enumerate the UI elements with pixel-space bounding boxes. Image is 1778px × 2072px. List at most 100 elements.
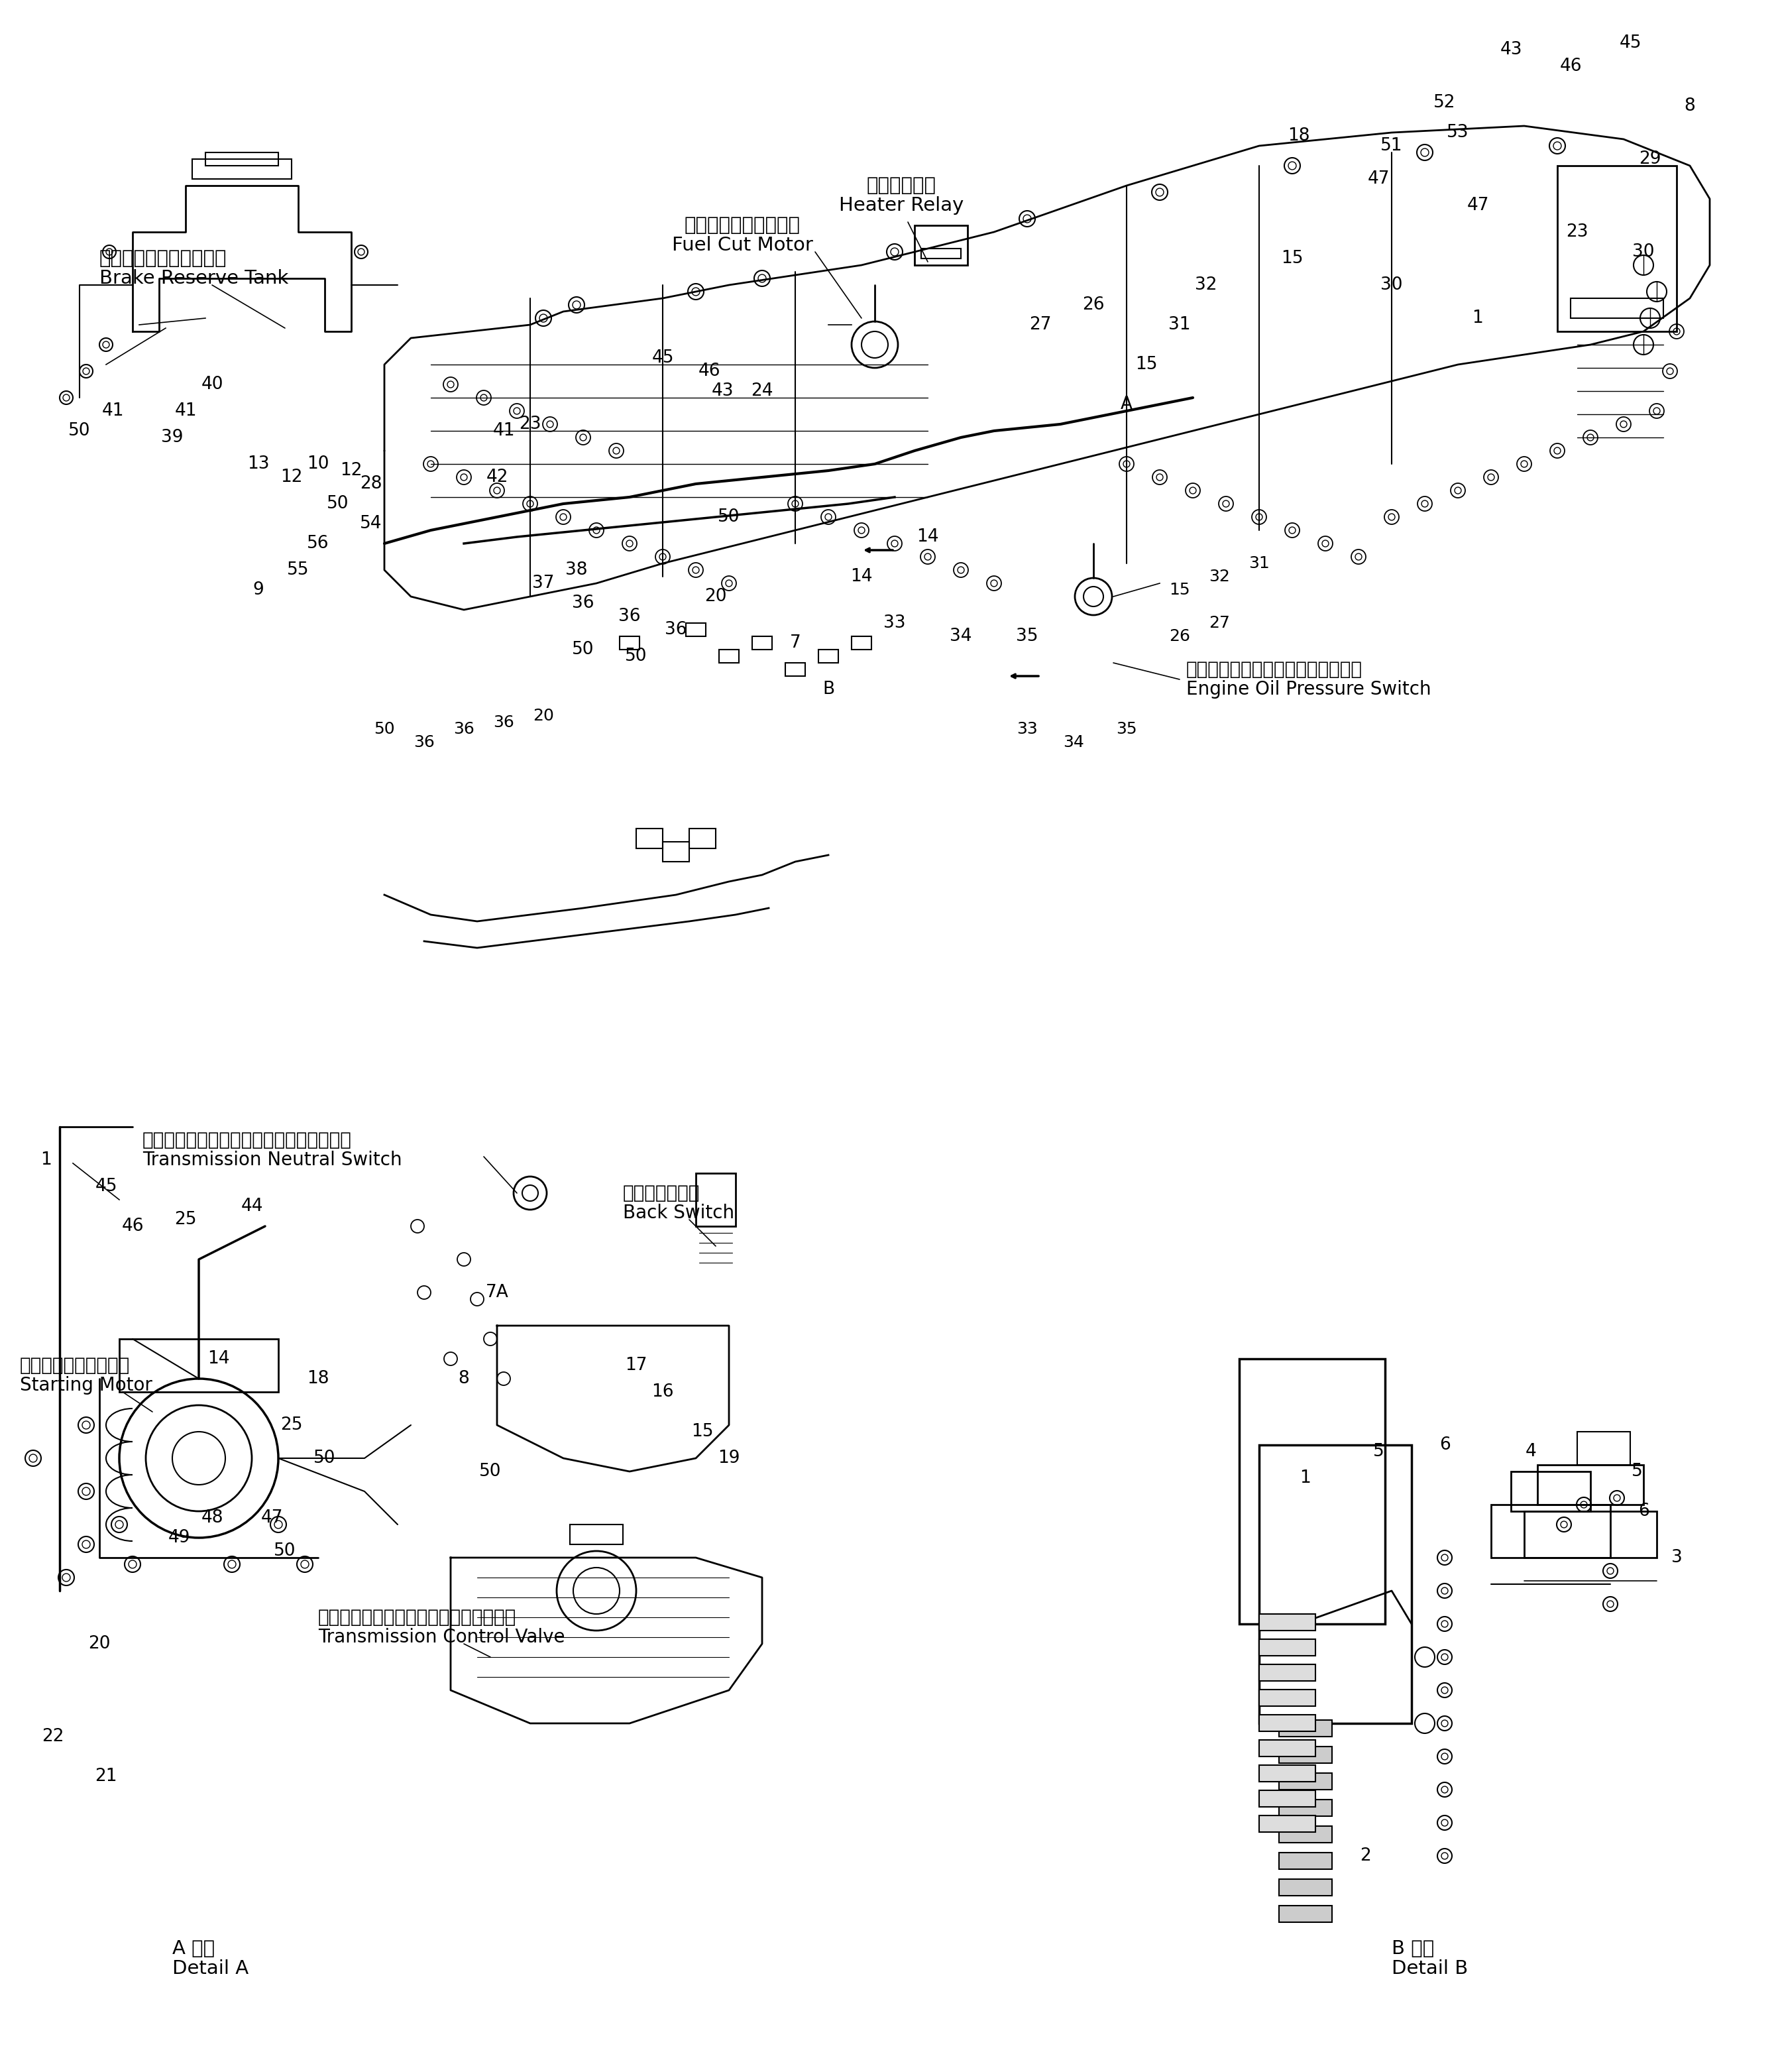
Bar xyxy=(686,624,706,636)
Text: 24: 24 xyxy=(750,383,773,400)
Bar xyxy=(1278,1720,1332,1736)
Text: 45: 45 xyxy=(94,1177,117,1196)
Text: B: B xyxy=(823,682,834,698)
Text: 8: 8 xyxy=(459,1370,469,1388)
Text: 27: 27 xyxy=(1209,615,1230,632)
Text: 15: 15 xyxy=(692,1423,713,1440)
Text: 30: 30 xyxy=(1380,276,1403,294)
Text: 41: 41 xyxy=(493,423,516,439)
Text: 41: 41 xyxy=(174,402,197,419)
Text: 26: 26 xyxy=(1168,628,1189,644)
Bar xyxy=(1259,1716,1316,1732)
Bar xyxy=(1259,1815,1316,1832)
Text: 45: 45 xyxy=(1620,35,1641,52)
Text: 17: 17 xyxy=(626,1357,647,1374)
Bar xyxy=(1278,1801,1332,1817)
Text: Brake Reserve Tank: Brake Reserve Tank xyxy=(100,269,288,288)
Bar xyxy=(921,249,960,259)
Bar xyxy=(1259,1790,1316,1807)
Text: 15: 15 xyxy=(1136,356,1157,373)
Text: 31: 31 xyxy=(1168,317,1191,334)
Text: 46: 46 xyxy=(121,1218,144,1235)
Bar xyxy=(1259,1664,1316,1680)
Bar xyxy=(1259,1639,1316,1656)
Text: 15: 15 xyxy=(1282,251,1303,267)
Bar xyxy=(752,636,772,649)
Text: トランスミッションニュートラルスイッチ: トランスミッションニュートラルスイッチ xyxy=(142,1131,352,1150)
Text: 28: 28 xyxy=(359,474,382,493)
Text: 42: 42 xyxy=(485,468,509,485)
Text: 50: 50 xyxy=(327,495,348,512)
Text: 23: 23 xyxy=(1566,224,1588,240)
Bar xyxy=(852,636,871,649)
Text: 47: 47 xyxy=(1467,197,1488,213)
Bar xyxy=(619,636,640,649)
Text: 1: 1 xyxy=(1300,1469,1310,1488)
Bar xyxy=(818,649,837,663)
Text: 36: 36 xyxy=(619,607,640,626)
Text: 20: 20 xyxy=(704,588,727,605)
Text: 37: 37 xyxy=(532,574,555,593)
Bar xyxy=(1278,1825,1332,1842)
Bar xyxy=(1570,298,1664,319)
Bar xyxy=(1524,1510,1657,1558)
Bar xyxy=(1538,1465,1643,1504)
Text: 31: 31 xyxy=(1248,555,1269,572)
Text: 44: 44 xyxy=(240,1198,263,1214)
Text: 14: 14 xyxy=(850,568,873,584)
Text: 50: 50 xyxy=(313,1450,336,1467)
Text: スターティングモータ: スターティングモータ xyxy=(20,1357,130,1374)
Text: バックスイッチ: バックスイッチ xyxy=(622,1183,701,1202)
Text: 7: 7 xyxy=(789,634,800,651)
Text: 25: 25 xyxy=(281,1417,302,1434)
Text: 43: 43 xyxy=(1501,41,1522,58)
Text: 1: 1 xyxy=(41,1152,52,1169)
Bar xyxy=(1278,1852,1332,1869)
Text: 20: 20 xyxy=(533,709,555,723)
Text: 50: 50 xyxy=(573,640,594,659)
Text: 45: 45 xyxy=(651,350,674,367)
Text: 13: 13 xyxy=(247,456,270,472)
Text: 34: 34 xyxy=(949,628,973,644)
Text: 46: 46 xyxy=(1559,58,1582,75)
Text: 5: 5 xyxy=(1373,1442,1383,1461)
Text: 52: 52 xyxy=(1433,93,1456,112)
Bar xyxy=(1239,1359,1385,1624)
Text: 35: 35 xyxy=(1015,628,1038,644)
Bar xyxy=(571,1525,622,1544)
Bar xyxy=(1492,1504,1611,1558)
Text: 51: 51 xyxy=(1380,137,1403,155)
Text: 36: 36 xyxy=(453,721,475,738)
Text: 22: 22 xyxy=(43,1728,64,1745)
Bar xyxy=(206,153,279,166)
Text: 6: 6 xyxy=(1438,1436,1451,1455)
Text: Starting Motor: Starting Motor xyxy=(20,1376,153,1394)
Text: Back Switch: Back Switch xyxy=(622,1204,734,1222)
Text: 33: 33 xyxy=(884,615,905,632)
Text: 14: 14 xyxy=(208,1351,229,1368)
Text: 9: 9 xyxy=(252,582,263,599)
Text: Engine Oil Pressure Switch: Engine Oil Pressure Switch xyxy=(1186,680,1431,698)
Bar xyxy=(1278,1747,1332,1763)
Text: 53: 53 xyxy=(1447,124,1469,141)
Text: 12: 12 xyxy=(281,468,302,485)
Text: 25: 25 xyxy=(174,1210,197,1229)
Text: 50: 50 xyxy=(68,423,91,439)
Text: 2: 2 xyxy=(1360,1848,1371,1865)
Text: 32: 32 xyxy=(1209,568,1230,584)
Text: 39: 39 xyxy=(162,429,183,445)
Text: Fuel Cut Motor: Fuel Cut Motor xyxy=(672,236,813,255)
Text: 47: 47 xyxy=(1367,170,1389,189)
Bar xyxy=(637,829,663,847)
Text: 40: 40 xyxy=(201,375,224,394)
Text: 56: 56 xyxy=(308,535,329,551)
Bar xyxy=(718,649,740,663)
Text: 38: 38 xyxy=(565,562,589,578)
Bar xyxy=(1558,166,1677,332)
Text: ブレーキリザーブタンク: ブレーキリザーブタンク xyxy=(100,249,228,267)
Text: B 詳細: B 詳細 xyxy=(1392,1939,1435,1958)
Text: 18: 18 xyxy=(1287,126,1310,145)
Text: 54: 54 xyxy=(359,516,382,533)
Text: 20: 20 xyxy=(89,1635,110,1653)
Text: 50: 50 xyxy=(274,1542,297,1560)
